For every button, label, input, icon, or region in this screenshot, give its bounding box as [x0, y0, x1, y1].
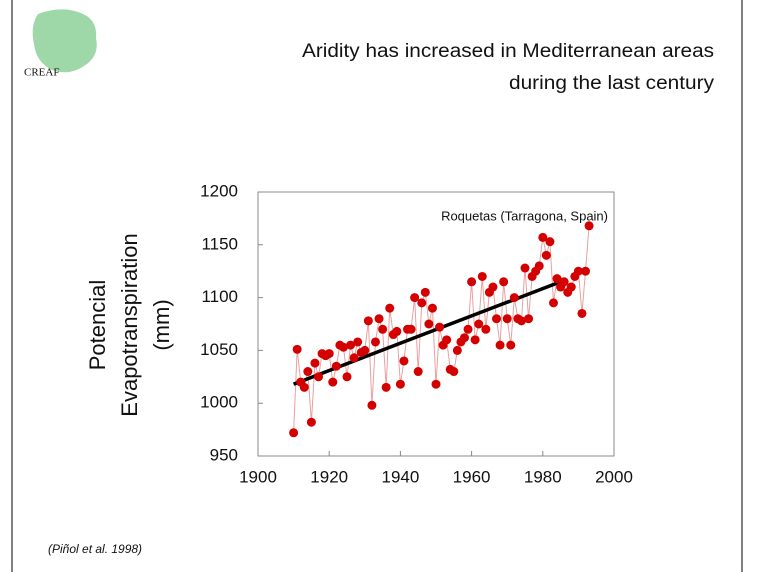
y-tick-label: 1100: [201, 287, 238, 306]
data-point: [502, 314, 512, 324]
data-point: [545, 237, 555, 247]
data-point: [420, 287, 430, 297]
data-point: [534, 261, 544, 271]
data-point: [338, 342, 348, 352]
data-point: [541, 250, 551, 260]
y-axis-label: Potencial Evapotranspiration (mm): [85, 233, 174, 416]
title-line: Aridity has increased in Mediterranean a…: [302, 41, 714, 62]
data-point: [306, 417, 316, 427]
data-point: [331, 361, 341, 371]
x-tick-label: 1900: [239, 467, 277, 486]
data-point: [459, 333, 469, 343]
data-point: [314, 372, 324, 382]
x-tick-label: 1960: [453, 467, 491, 486]
data-point: [427, 303, 437, 313]
y-tick-label: 1000: [200, 393, 238, 412]
data-point: [378, 324, 388, 334]
x-tick-label: 1940: [381, 467, 419, 486]
data-point: [516, 316, 526, 326]
data-point: [413, 367, 423, 377]
data-point: [328, 377, 338, 387]
data-point: [552, 274, 562, 284]
data-point: [449, 367, 459, 377]
y-tick-label: 1150: [201, 234, 238, 253]
data-point: [538, 232, 548, 242]
data-point: [584, 221, 594, 231]
data-point: [474, 319, 484, 329]
data-point: [559, 277, 569, 287]
annotation: Roquetas (Tarragona, Spain): [441, 208, 608, 223]
data-point: [492, 314, 502, 324]
title-line: during the last century: [509, 73, 715, 94]
data-point: [292, 344, 302, 354]
data-point: [452, 345, 462, 355]
data-point: [406, 324, 416, 334]
data-point: [495, 340, 505, 350]
data-point: [395, 379, 405, 389]
data-point: [417, 298, 427, 308]
y-label-line: (mm): [149, 299, 174, 350]
data-point: [577, 308, 587, 318]
y-label-line: Potencial: [85, 280, 110, 371]
data-point: [573, 266, 583, 276]
data-point: [360, 345, 370, 355]
data-point: [520, 263, 530, 273]
data-point: [506, 340, 516, 350]
data-point: [370, 337, 380, 347]
y-label-line: Evapotranspiration: [117, 233, 142, 416]
data-point: [310, 358, 320, 368]
y-tick-label: 950: [210, 445, 238, 464]
x-tick-label: 1920: [310, 467, 348, 486]
data-point: [481, 324, 491, 334]
logo-text: CREAF: [24, 67, 59, 79]
data-point: [499, 277, 509, 287]
data-point: [381, 382, 391, 392]
data-point: [374, 314, 384, 324]
data-point: [524, 314, 534, 324]
y-tick-label: 1200: [200, 181, 238, 200]
data-point: [488, 282, 498, 292]
data-point: [470, 335, 480, 345]
data-point: [289, 428, 299, 438]
data-point: [435, 322, 445, 332]
data-point: [399, 356, 409, 366]
data-point: [363, 316, 373, 326]
data-point: [385, 303, 395, 313]
data-point: [367, 400, 377, 410]
data-point: [548, 298, 558, 308]
logo-shape: [32, 9, 97, 73]
data-point: [477, 271, 487, 281]
data-point: [410, 293, 420, 303]
data-point: [392, 326, 402, 336]
data-point: [467, 277, 477, 287]
data-point: [509, 293, 519, 303]
data-point: [463, 324, 473, 334]
data-point: [349, 353, 359, 363]
data-point: [346, 340, 356, 350]
data-point: [303, 367, 313, 377]
data-point: [442, 335, 452, 345]
plot-frame: [257, 191, 615, 457]
data-point: [431, 379, 441, 389]
citation: (Piñol et al. 1998): [48, 542, 142, 556]
data-point: [353, 337, 363, 347]
y-tick-label: 1050: [200, 340, 238, 359]
data-point: [424, 319, 434, 329]
data-point: [566, 282, 576, 292]
x-tick-label: 1980: [524, 467, 562, 486]
data-point: [581, 266, 591, 276]
x-tick-label: 2000: [595, 467, 633, 486]
data-point: [299, 382, 309, 392]
data-point: [342, 372, 352, 382]
data-point: [324, 349, 334, 359]
